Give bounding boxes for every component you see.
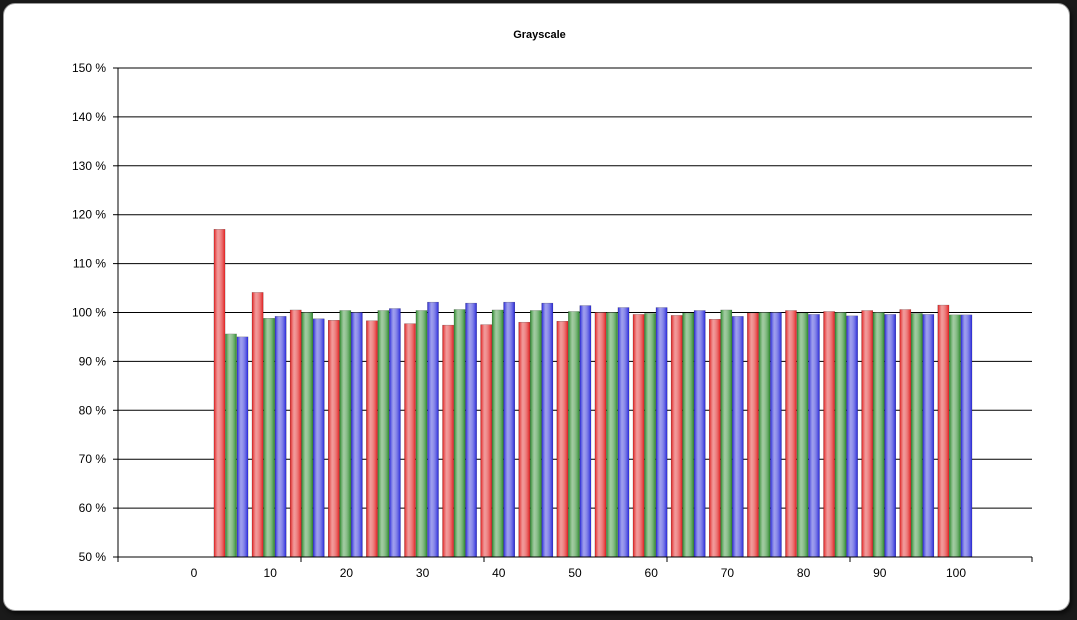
x-tick-label: 100	[946, 566, 966, 580]
bar-highlight	[404, 323, 416, 557]
bar-highlight	[579, 305, 591, 557]
bar-highlight	[606, 312, 618, 557]
x-tick-label: 60	[645, 566, 659, 580]
bar-highlight	[770, 312, 782, 557]
bar-highlight	[861, 310, 873, 557]
bar-highlight	[960, 314, 972, 557]
bar-highlight	[846, 315, 858, 557]
x-tick-label: 0	[191, 566, 198, 580]
bar-highlight	[328, 320, 340, 557]
bar-highlight	[797, 312, 808, 557]
bar-highlight	[758, 312, 770, 557]
bar-highlight	[694, 310, 706, 557]
bar-highlight	[389, 308, 401, 557]
chart-title: Grayscale	[513, 29, 566, 41]
bar-highlight	[290, 310, 302, 557]
bar-highlight	[480, 324, 492, 557]
bar-highlight	[351, 312, 363, 557]
bar-highlight	[644, 313, 656, 557]
y-tick-label: 120 %	[72, 208, 106, 222]
bar-highlight	[416, 310, 427, 557]
bar-highlight	[671, 315, 683, 557]
bar-highlight	[656, 307, 668, 557]
bar-highlight	[808, 314, 820, 557]
bar-highlight	[556, 321, 568, 557]
bar-highlight	[937, 305, 949, 557]
bar-highlight	[252, 292, 264, 557]
bar-highlight	[785, 310, 797, 557]
bar-highlight	[366, 320, 378, 557]
bar-highlight	[823, 311, 835, 557]
bar-highlight	[720, 310, 732, 557]
x-tick-label: 70	[721, 566, 735, 580]
bar-highlight	[911, 313, 923, 557]
bar-highlight	[442, 325, 454, 557]
bar-highlight	[377, 310, 389, 557]
y-tick-label: 140 %	[72, 110, 106, 124]
x-tick-label: 90	[873, 566, 887, 580]
bar-highlight	[503, 302, 515, 557]
y-tick-label: 130 %	[72, 159, 106, 173]
bar-highlight	[709, 319, 721, 557]
bar-highlight	[835, 312, 847, 557]
y-tick-label: 50 %	[79, 550, 107, 564]
y-tick-label: 70 %	[79, 452, 107, 466]
bar-highlight	[949, 314, 961, 557]
y-tick-label: 80 %	[79, 403, 107, 417]
bar-highlight	[518, 322, 530, 557]
x-tick-label: 50	[568, 566, 582, 580]
bar-highlight	[313, 318, 325, 557]
bar-highlight	[263, 318, 275, 557]
bar-highlight	[339, 310, 351, 557]
bar-highlight	[454, 309, 466, 557]
x-tick-label: 40	[492, 566, 506, 580]
y-tick-label: 150 %	[72, 61, 106, 75]
bar-highlight	[873, 312, 885, 557]
bar-highlight	[237, 336, 248, 557]
x-tick-label: 80	[797, 566, 811, 580]
grayscale-chart: 50 % 60 % 70 % 80 % 90 % 100 % 110 % 120 % 130 %…	[72, 61, 1033, 580]
chart-frame: Grayscale 50 % 60 % 70 % 80 % 90 % 100 % 110 %…	[3, 3, 1070, 611]
bar-highlight	[225, 334, 237, 557]
bar-highlight	[568, 311, 580, 557]
bar-highlight	[214, 229, 225, 557]
y-tick-label: 60 %	[79, 501, 107, 515]
bar-highlight	[633, 314, 645, 557]
bar-highlight	[492, 310, 504, 557]
bar-highlight	[427, 302, 439, 557]
bar-highlight	[301, 312, 313, 557]
y-tick-label: 100 %	[72, 306, 106, 320]
bar-highlight	[618, 307, 629, 557]
x-tick-label: 10	[264, 566, 278, 580]
bar-highlight	[275, 316, 287, 557]
bar-highlight	[747, 312, 759, 557]
bar-highlight	[899, 309, 911, 557]
bar-highlight	[465, 303, 477, 557]
bar-highlight	[595, 312, 606, 557]
x-tick-label: 20	[340, 566, 354, 580]
y-tick-label: 110 %	[73, 257, 106, 271]
bar-highlight	[884, 314, 896, 557]
bar-highlight	[530, 310, 542, 557]
x-tick-label: 30	[416, 566, 430, 580]
y-tick-label: 90 %	[79, 354, 107, 368]
bar-highlight	[541, 303, 553, 557]
bar-highlight	[682, 312, 694, 557]
bar-highlight	[732, 316, 744, 557]
bar-highlight	[922, 314, 934, 557]
